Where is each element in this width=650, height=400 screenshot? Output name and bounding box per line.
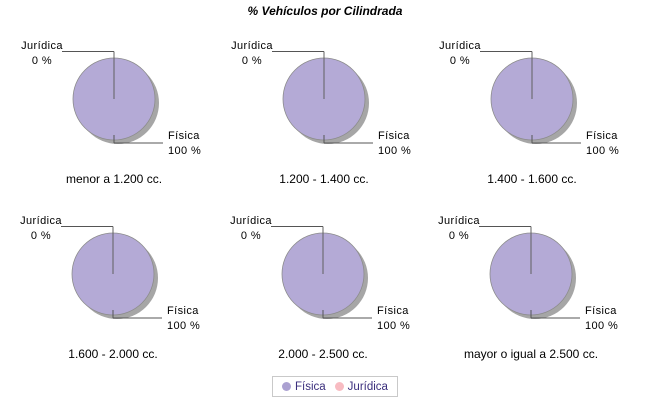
slice-label-fisica: Física (167, 305, 199, 317)
pie-chart-6: Jurídica 0 % Física 100 % (438, 215, 618, 332)
slice-label-fisica: Física (586, 130, 618, 142)
slice-label-juridica: Jurídica (230, 215, 272, 227)
slice-label-juridica: Jurídica (21, 40, 63, 52)
fisica-swatch-icon (282, 382, 291, 391)
category-label: menor a 1.200 cc. (65, 172, 163, 186)
pie-chart-5: Jurídica 0 % Física 100 % (230, 215, 410, 332)
legend-entry-fisica: Física (282, 381, 326, 393)
slice-label-fisica: Física (377, 305, 409, 317)
slice-value-juridica: 0 % (450, 55, 470, 67)
slice-value-fisica: 100 % (377, 320, 410, 332)
pie-chart-cell-6: Jurídica 0 % Física 100 % mayor o igual … (423, 213, 639, 373)
slice-value-juridica: 0 % (449, 230, 469, 242)
legend-label: Física (295, 380, 326, 393)
pie-chart-cell-4: Jurídica 0 % Física 100 % 1.600 - 2.000 … (5, 213, 221, 373)
legend-label: Jurídica (347, 380, 388, 393)
chart-title: % Vehículos por Cilindrada (247, 4, 403, 18)
category-label: mayor o igual a 2.500 cc. (463, 347, 599, 361)
slice-label-juridica: Jurídica (439, 40, 481, 52)
pie-chart-cell-5: Jurídica 0 % Física 100 % 2.000 - 2.500 … (215, 213, 431, 373)
pie-chart-2: Jurídica 0 % Física 100 % (231, 40, 411, 157)
slice-value-juridica: 0 % (241, 230, 261, 242)
slice-value-juridica: 0 % (242, 55, 262, 67)
pie-chart-4: Jurídica 0 % Física 100 % (20, 215, 200, 332)
slice-value-fisica: 100 % (378, 145, 411, 157)
pie-chart-cell-2: Jurídica 0 % Física 100 % 1.200 - 1.400 … (216, 38, 432, 198)
slice-label-fisica: Física (168, 130, 200, 142)
slice-label-juridica: Jurídica (20, 215, 62, 227)
slice-label-fisica: Física (378, 130, 410, 142)
chart-legend: Física Jurídica (272, 376, 398, 397)
category-label: 1.600 - 2.000 cc. (68, 347, 158, 361)
category-label: 2.000 - 2.500 cc. (278, 347, 368, 361)
slice-label-juridica: Jurídica (438, 215, 480, 227)
juridica-swatch-icon (334, 382, 344, 391)
category-label: 1.200 - 1.400 cc. (279, 172, 369, 186)
slice-value-fisica: 100 % (167, 320, 200, 332)
pie-chart-3: Jurídica 0 % Física 100 % (439, 40, 619, 157)
slice-value-fisica: 100 % (168, 145, 201, 157)
pie-chart-cell-1: Jurídica 0 % Física 100 % menor a 1.200 … (6, 38, 222, 198)
slice-value-fisica: 100 % (585, 320, 618, 332)
pie-chart-cell-3: Jurídica 0 % Física 100 % 1.400 - 1.600 … (424, 38, 640, 198)
slice-label-juridica: Jurídica (231, 40, 273, 52)
pie-chart-1: Jurídica 0 % Física 100 % (21, 40, 201, 157)
slice-value-juridica: 0 % (31, 230, 51, 242)
slice-value-fisica: 100 % (586, 145, 619, 157)
legend-entry-juridica: Jurídica (334, 380, 388, 393)
slice-value-juridica: 0 % (32, 55, 52, 67)
slice-label-fisica: Física (585, 305, 617, 317)
category-label: 1.400 - 1.600 cc. (487, 172, 577, 186)
